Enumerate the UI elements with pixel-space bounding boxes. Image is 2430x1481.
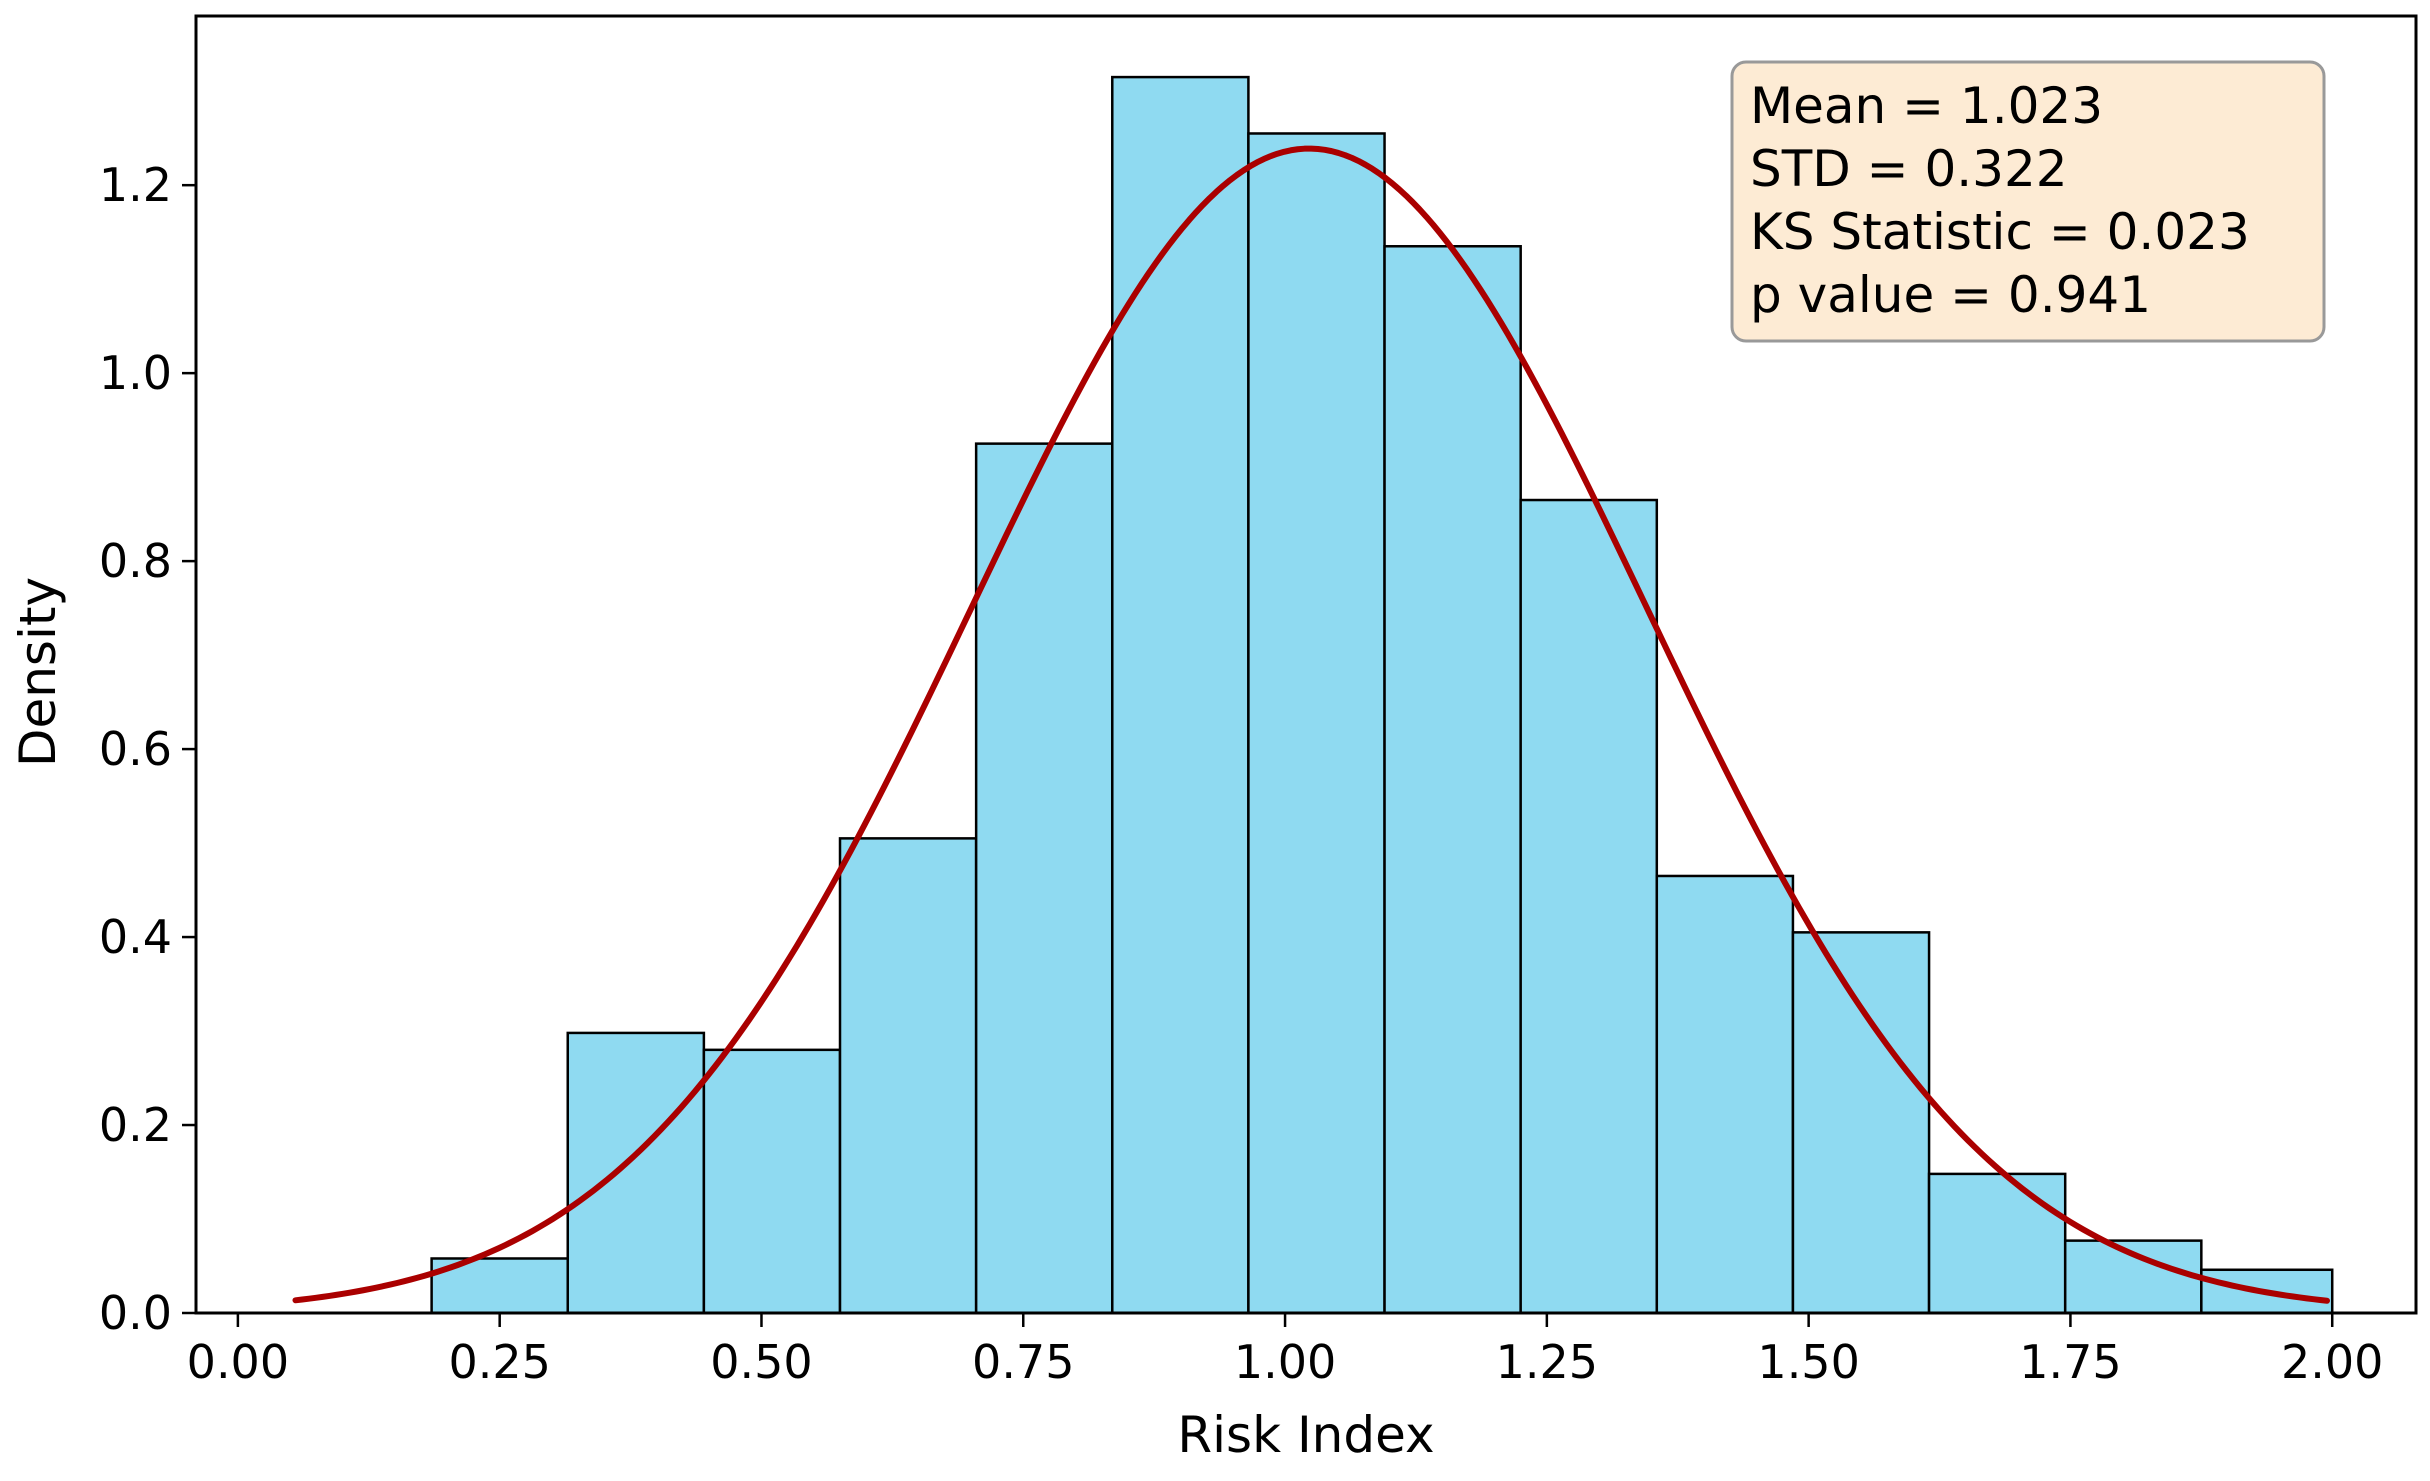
stat-std: STD = 0.322 <box>1750 140 2068 198</box>
histogram-bar-11 <box>1927 1172 2067 1315</box>
histogram-bar-9 <box>1655 874 1795 1315</box>
histogram-bar-10 <box>1791 931 1931 1315</box>
stat-p-value: p value = 0.941 <box>1750 266 2151 324</box>
x-tick-label-2: 0.50 <box>710 1335 812 1389</box>
bars-layer <box>430 75 2334 1315</box>
x-ticks: 0.00 0.25 0.50 0.75 1.00 1.25 1.50 1.75 2.00 <box>187 1313 2383 1389</box>
x-tick-label-1: 0.25 <box>448 1335 550 1389</box>
y-tick-label-6: 1.2 <box>99 158 172 212</box>
plot-frame <box>194 14 2418 1315</box>
y-tick-label-2: 0.4 <box>99 910 172 964</box>
x-tick-label-4: 1.00 <box>1234 1335 1336 1389</box>
x-tick-label-5: 1.25 <box>1496 1335 1598 1389</box>
x-tick-label-7: 1.75 <box>2019 1335 2121 1389</box>
x-tick-label-6: 1.50 <box>1757 1335 1859 1389</box>
stats-box: Mean = 1.023 STD = 0.322 KS Statistic = … <box>1730 60 2326 343</box>
histogram-bar-4 <box>974 442 1114 1315</box>
y-axis-title: Density <box>9 577 67 767</box>
histogram-bar-2 <box>702 1048 842 1315</box>
stat-ks-statistic: KS Statistic = 0.023 <box>1750 203 2250 261</box>
histogram-bar-13 <box>2200 1268 2334 1315</box>
y-tick-label-3: 0.6 <box>99 722 172 776</box>
y-tick-label-0: 0.0 <box>99 1286 172 1340</box>
x-tick-label-0: 0.00 <box>187 1335 289 1389</box>
histogram-bar-7 <box>1383 245 1522 1315</box>
x-axis-title: Risk Index <box>1177 1406 1434 1464</box>
stat-mean: Mean = 1.023 <box>1750 77 2103 135</box>
curve-layer <box>292 145 2330 1304</box>
histogram-bar-8 <box>1519 498 1659 1315</box>
y-tick-label-4: 0.8 <box>99 534 172 588</box>
y-tick-label-1: 0.2 <box>99 1098 172 1152</box>
histogram-bar-3 <box>838 837 978 1315</box>
y-ticks: 0.0 0.2 0.4 0.6 0.8 1.0 1.2 <box>99 158 196 1340</box>
x-tick-label-3: 0.75 <box>972 1335 1074 1389</box>
histogram-bar-5 <box>1111 75 1250 1315</box>
histogram-bar-1 <box>566 1031 706 1315</box>
stats-box-background <box>1730 60 2326 343</box>
histogram-bar-6 <box>1247 132 1386 1315</box>
x-tick-label-8: 2.00 <box>2281 1335 2383 1389</box>
normal-fit-curve <box>292 145 2330 1304</box>
y-tick-label-5: 1.0 <box>99 346 172 400</box>
